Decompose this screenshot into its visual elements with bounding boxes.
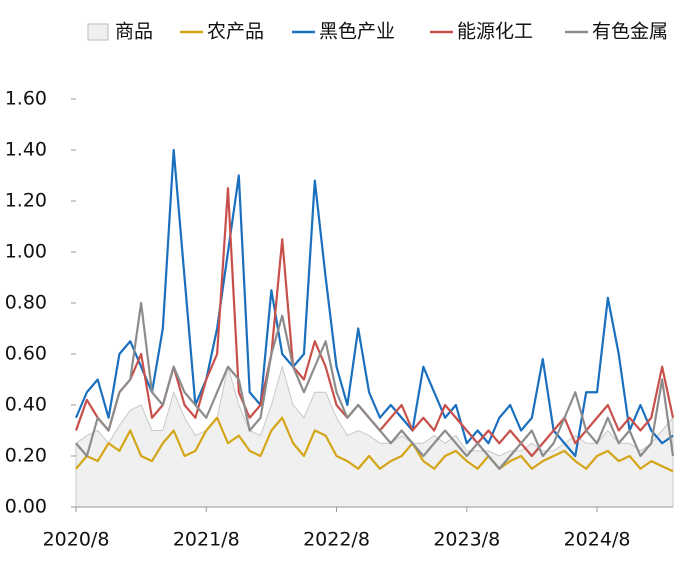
y-tick-label: 0.60 <box>5 343 47 365</box>
y-tick-label: 1.20 <box>5 190 47 212</box>
legend-label: 商品 <box>115 21 153 43</box>
x-tick-label: 2023/8 <box>433 529 500 551</box>
x-tick-label: 2024/8 <box>564 529 631 551</box>
legend-label: 能源化工 <box>457 21 533 43</box>
x-tick-label: 2022/8 <box>303 529 370 551</box>
y-tick-label: 1.40 <box>5 139 47 161</box>
y-tick-label: 0.40 <box>5 394 47 416</box>
y-tick-label: 1.00 <box>5 241 47 263</box>
line <box>74 187 675 458</box>
line <box>75 416 674 473</box>
y-tick-label: 0.20 <box>5 445 47 467</box>
x-tick-label: 2020/8 <box>43 529 110 551</box>
legend-swatch <box>87 23 109 41</box>
line <box>75 301 675 470</box>
line <box>74 148 674 458</box>
legend-label: 黑色产业 <box>319 21 395 43</box>
y-tick-label: 0.00 <box>5 496 47 518</box>
legend-label: 有色金属 <box>592 21 668 43</box>
area <box>75 364 674 508</box>
y-tick-label: 1.60 <box>5 88 47 110</box>
y-tick-label: 0.80 <box>5 292 47 314</box>
legend-label: 农产品 <box>207 21 264 43</box>
x-tick-label: 2021/8 <box>173 529 240 551</box>
